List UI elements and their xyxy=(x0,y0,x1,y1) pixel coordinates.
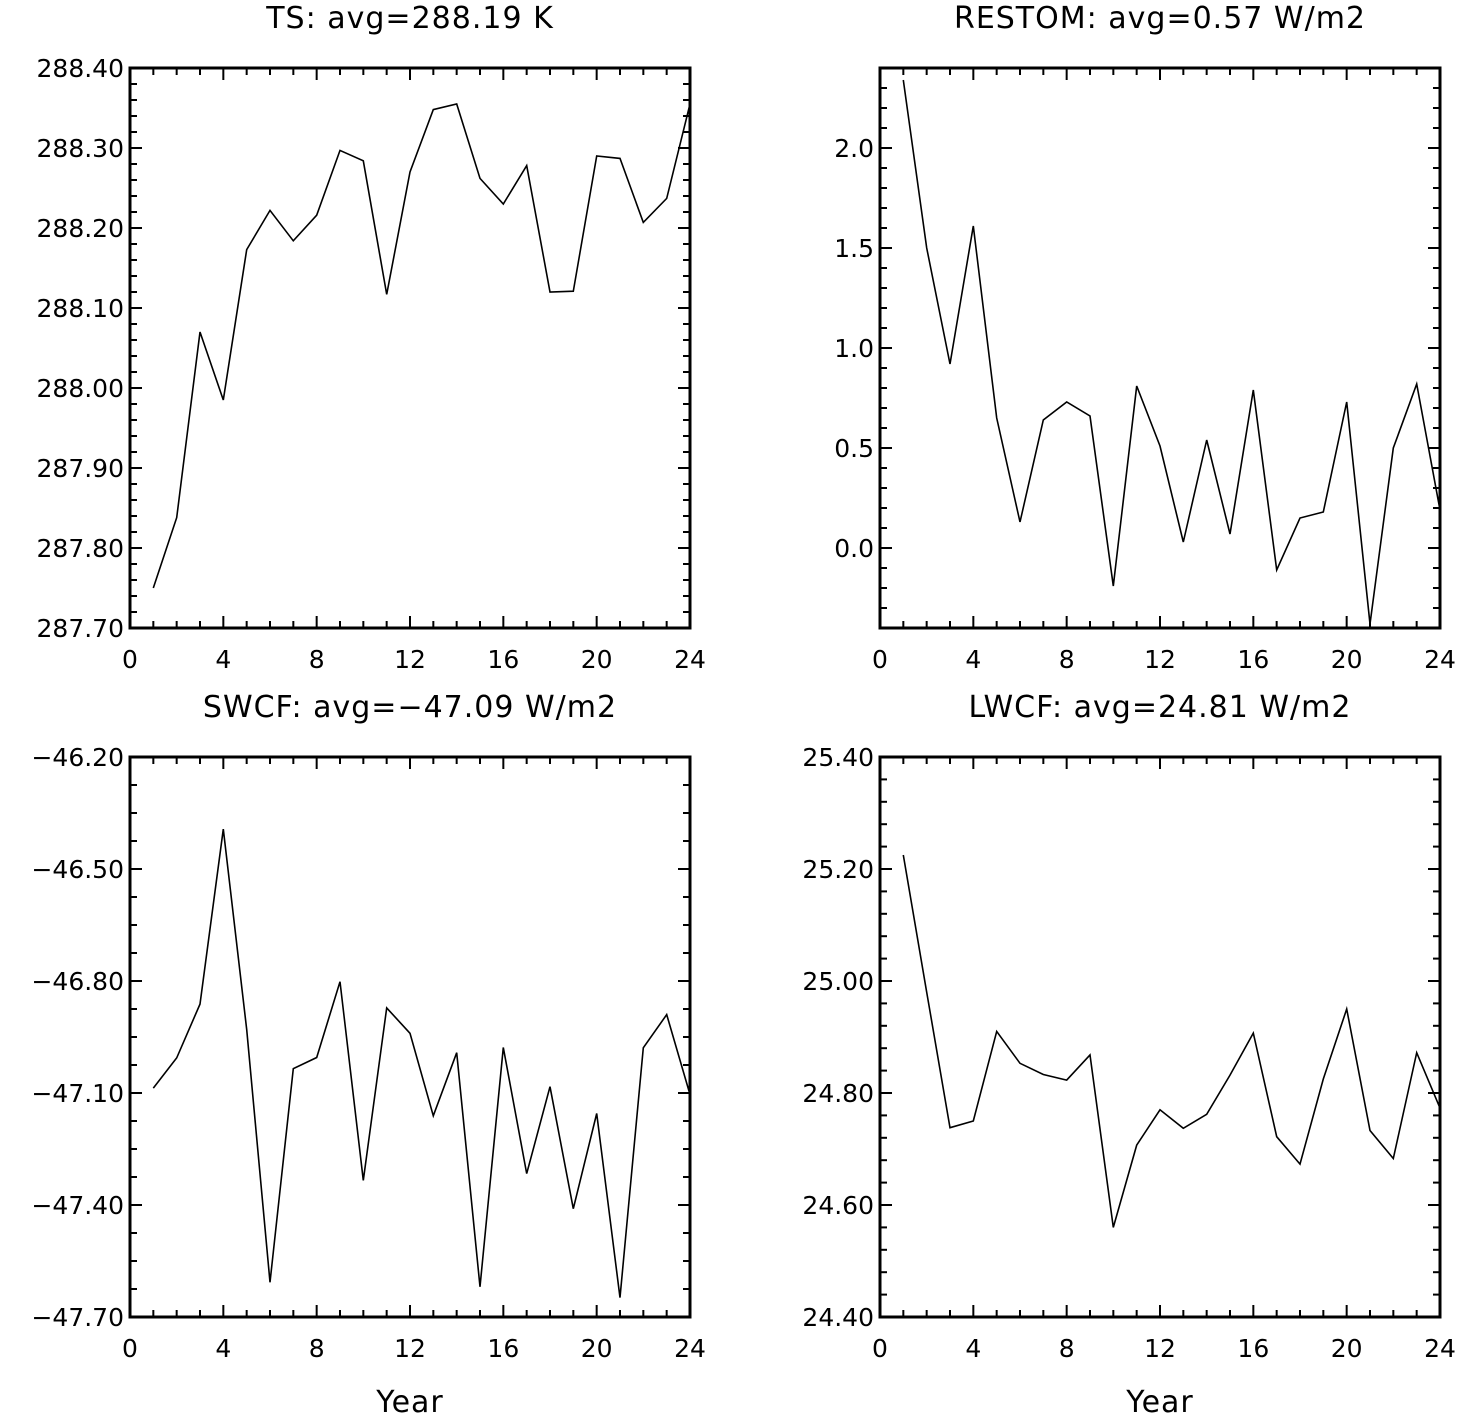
panel-restom: RESTOM: avg=0.57 W/m2 0 4 8 12 16 20 24 0.0 0.5 1… xyxy=(834,1,1456,674)
x-tick-label: 8 xyxy=(1059,1334,1075,1363)
x-axis-label: Year xyxy=(375,1385,444,1416)
panel-title: TS: avg=288.19 K xyxy=(265,1,554,36)
x-tick-label: 24 xyxy=(1424,1334,1456,1363)
y-tick-label: 1.0 xyxy=(834,334,874,363)
plot-frame xyxy=(878,66,1442,630)
x-tick-label: 16 xyxy=(487,645,519,674)
x-tick-label: 4 xyxy=(215,645,231,674)
y-tick-label: 25.40 xyxy=(802,743,874,772)
y-tick-label: 288.10 xyxy=(37,294,124,323)
y-tick-label: −46.50 xyxy=(31,855,124,884)
panel-ts: TS: avg=288.19 K 0 4 8 12 16 20 24 287.70 287.80… xyxy=(37,1,706,674)
plot-frame xyxy=(128,755,692,1319)
x-tick-label: 20 xyxy=(581,1334,613,1363)
x-tick-label: 12 xyxy=(394,645,426,674)
y-tick-label: −47.40 xyxy=(31,1191,124,1220)
y-tick-label: 24.80 xyxy=(802,1079,874,1108)
x-tick-label: 12 xyxy=(1144,645,1176,674)
series-line xyxy=(152,828,691,1298)
series-line xyxy=(152,103,691,589)
x-tick-label: 16 xyxy=(1237,1334,1269,1363)
y-tick-label: 24.40 xyxy=(802,1303,874,1332)
x-tick-label: 8 xyxy=(1059,645,1075,674)
y-tick-label: 24.60 xyxy=(802,1191,874,1220)
y-tick-label: 288.40 xyxy=(37,54,124,83)
y-tick-label: −47.70 xyxy=(31,1303,124,1332)
x-tick-label: 8 xyxy=(309,1334,325,1363)
y-tick-label: 25.00 xyxy=(802,967,874,996)
x-tick-label: 20 xyxy=(1331,645,1363,674)
y-tick-label: 288.00 xyxy=(37,374,124,403)
x-tick-label: 8 xyxy=(309,645,325,674)
x-tick-label: 4 xyxy=(215,1334,231,1363)
panel-title: RESTOM: avg=0.57 W/m2 xyxy=(954,1,1366,36)
x-tick-label: 0 xyxy=(122,645,138,674)
y-tick-label: 2.0 xyxy=(834,134,874,163)
y-tick-label: 288.30 xyxy=(37,134,124,163)
x-tick-label: 24 xyxy=(674,1334,706,1363)
x-axis-label: Year xyxy=(1125,1385,1194,1416)
y-tick-label: −46.80 xyxy=(31,967,124,996)
plot-frame xyxy=(878,755,1442,1319)
series-line xyxy=(902,854,1441,1228)
y-tick-label: 287.80 xyxy=(37,534,124,563)
axes: 0 4 8 12 16 20 24 24.40 24.60 24.80 25.00 25.20 25.4… xyxy=(802,743,1455,1363)
y-tick-label: 288.20 xyxy=(37,214,124,243)
series-line xyxy=(902,79,1441,625)
y-tick-label: 0.5 xyxy=(834,434,874,463)
x-tick-label: 12 xyxy=(1144,1334,1176,1363)
panel-title: LWCF: avg=24.81 W/m2 xyxy=(969,690,1352,725)
x-tick-label: 24 xyxy=(1424,645,1456,674)
axes: 0 4 8 12 16 20 24 0.0 0.5 1.0 1.5 2.0 xyxy=(834,66,1456,674)
y-tick-label: 1.5 xyxy=(834,234,874,263)
axes: 0 4 8 12 16 20 24 287.70 287.80 287.90 288.00 288.1… xyxy=(37,54,706,674)
panel-swcf: SWCF: avg=−47.09 W/m2 Year 0 4 8 12 16 20 24 −4… xyxy=(31,690,705,1416)
x-tick-label: 16 xyxy=(1237,645,1269,674)
x-tick-label: 16 xyxy=(487,1334,519,1363)
y-tick-label: 25.20 xyxy=(802,855,874,884)
plot-frame xyxy=(128,66,692,630)
y-tick-label: −46.20 xyxy=(31,743,124,772)
x-tick-label: 20 xyxy=(581,645,613,674)
x-tick-label: 4 xyxy=(965,1334,981,1363)
y-tick-label: 287.70 xyxy=(37,614,124,643)
panel-lwcf: LWCF: avg=24.81 W/m2 Year 0 4 8 12 16 20 24 24.… xyxy=(802,690,1455,1416)
x-tick-label: 4 xyxy=(965,645,981,674)
y-tick-label: −47.10 xyxy=(31,1079,124,1108)
y-tick-label: 0.0 xyxy=(834,534,874,563)
x-tick-label: 12 xyxy=(394,1334,426,1363)
x-tick-label: 20 xyxy=(1331,1334,1363,1363)
x-tick-label: 0 xyxy=(872,1334,888,1363)
x-tick-label: 0 xyxy=(122,1334,138,1363)
x-tick-label: 24 xyxy=(674,645,706,674)
x-tick-label: 0 xyxy=(872,645,888,674)
panel-title: SWCF: avg=−47.09 W/m2 xyxy=(203,690,617,725)
y-tick-label: 287.90 xyxy=(37,454,124,483)
axes: 0 4 8 12 16 20 24 −47.70 −47.40 −47.10 −46.80 −46.5… xyxy=(31,743,705,1363)
